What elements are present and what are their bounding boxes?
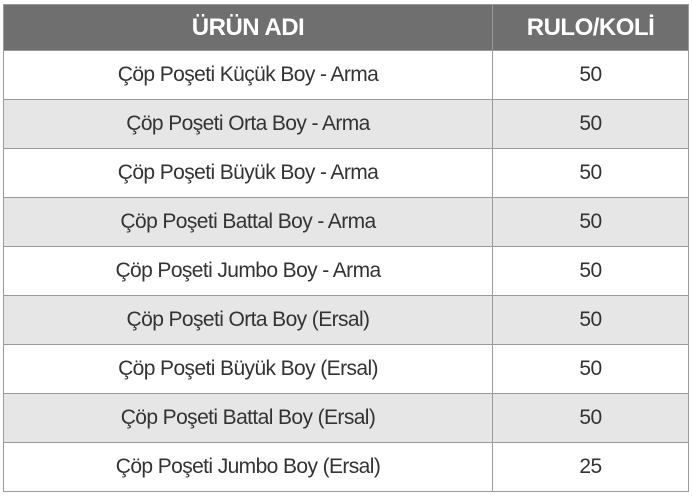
product-name: Çöp Poşeti Orta Boy (Ersal) <box>3 295 493 345</box>
table-header: ÜRÜN ADI RULO/KOLİ <box>3 4 689 51</box>
product-name: Çöp Poşeti Jumbo Boy - Arma <box>3 246 493 296</box>
product-name: Çöp Poşeti Orta Boy - Arma <box>3 99 493 149</box>
table-row: Çöp Poşeti Küçük Boy - Arma 50 <box>3 50 689 100</box>
table-row: Çöp Poşeti Battal Boy - Arma 50 <box>3 197 689 247</box>
header-row: ÜRÜN ADI RULO/KOLİ <box>3 4 689 51</box>
product-name: Çöp Poşeti Battal Boy (Ersal) <box>3 393 493 443</box>
product-name: Çöp Poşeti Büyük Boy - Arma <box>3 148 493 198</box>
roll-count: 50 <box>492 50 689 100</box>
roll-count: 50 <box>492 148 689 198</box>
roll-count: 50 <box>492 344 689 394</box>
product-name: Çöp Poşeti Battal Boy - Arma <box>3 197 493 247</box>
roll-count: 50 <box>492 393 689 443</box>
roll-count: 50 <box>492 246 689 296</box>
table-row: Çöp Poşeti Orta Boy - Arma 50 <box>3 99 689 149</box>
table-row: Çöp Poşeti Battal Boy (Ersal) 50 <box>3 393 689 443</box>
roll-count: 50 <box>492 197 689 247</box>
product-name: Çöp Poşeti Küçük Boy - Arma <box>3 50 493 100</box>
product-table: ÜRÜN ADI RULO/KOLİ Çöp Poşeti Küçük Boy … <box>3 4 689 492</box>
table-row: Çöp Poşeti Jumbo Boy (Ersal) 25 <box>3 442 689 492</box>
table-row: Çöp Poşeti Orta Boy (Ersal) 50 <box>3 295 689 345</box>
roll-count: 50 <box>492 295 689 345</box>
product-name: Çöp Poşeti Büyük Boy (Ersal) <box>3 344 493 394</box>
table-row: Çöp Poşeti Jumbo Boy - Arma 50 <box>3 246 689 296</box>
roll-count: 50 <box>492 99 689 149</box>
product-name: Çöp Poşeti Jumbo Boy (Ersal) <box>3 442 493 492</box>
table-row: Çöp Poşeti Büyük Boy (Ersal) 50 <box>3 344 689 394</box>
header-cell: ÜRÜN ADI <box>3 4 493 51</box>
table-body: Çöp Poşeti Küçük Boy - Arma 50 Çöp Poşeti … <box>3 50 689 492</box>
table-row: Çöp Poşeti Büyük Boy - Arma 50 <box>3 148 689 198</box>
roll-count: 25 <box>492 442 689 492</box>
header-cell: RULO/KOLİ <box>492 4 689 51</box>
